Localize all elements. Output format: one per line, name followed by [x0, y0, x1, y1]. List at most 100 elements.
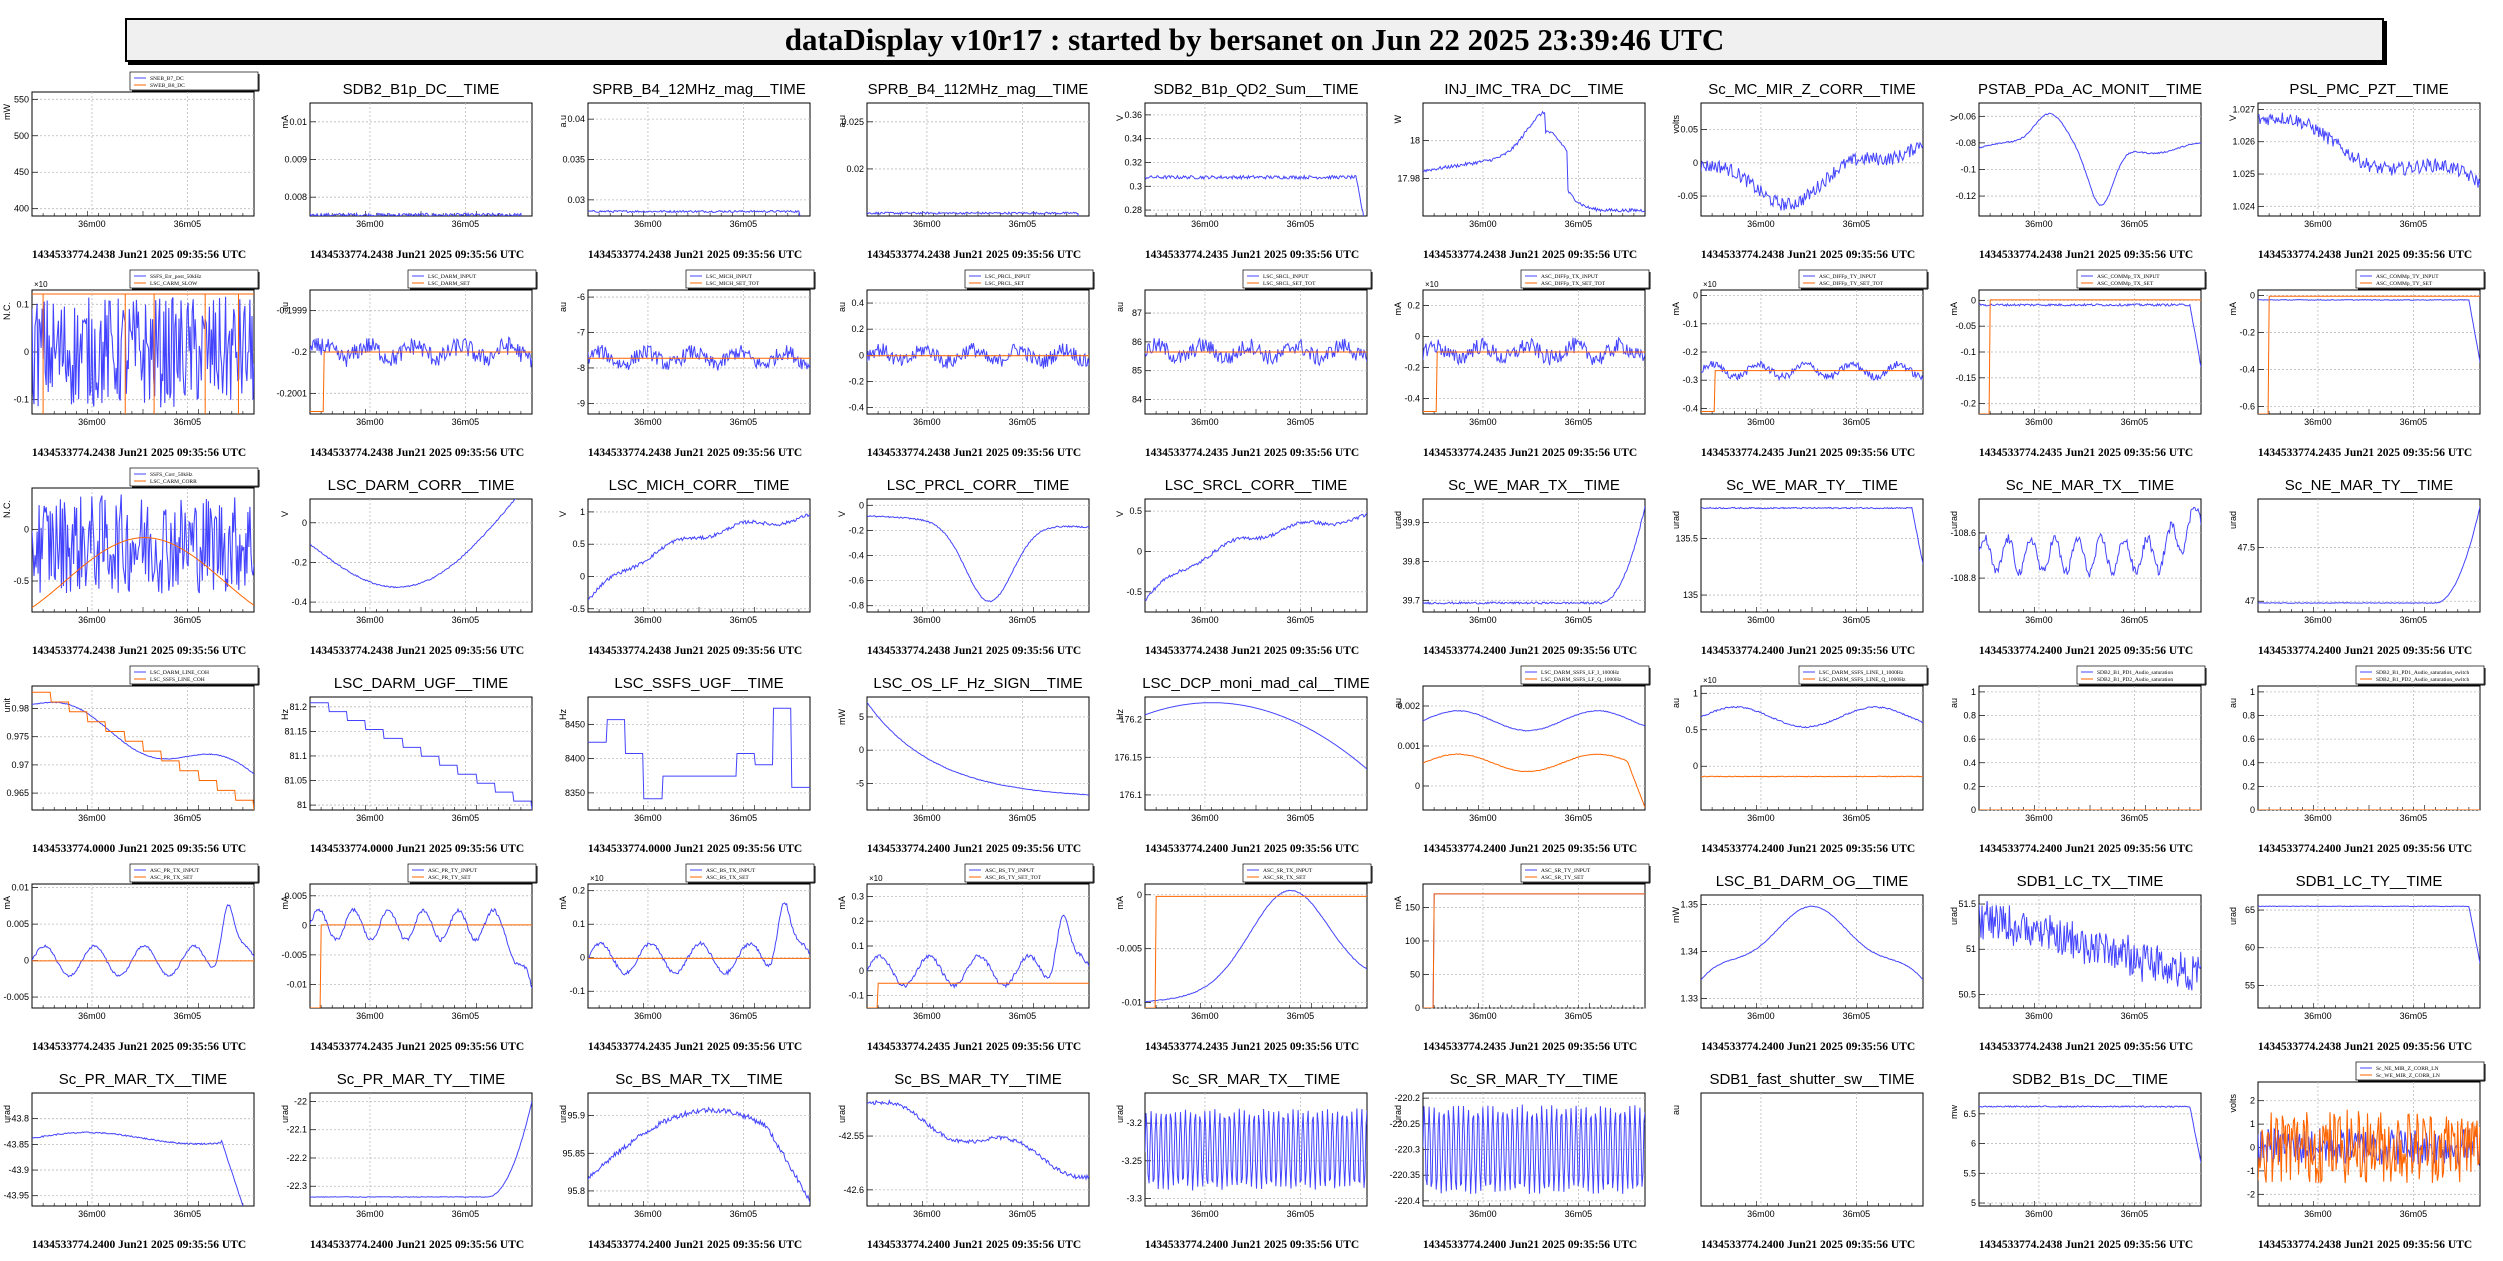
y-unit-label: urad [1393, 511, 1403, 529]
plot-panel[interactable]: Sc_SR_MAR_TX__TIME 36m00 36m05 -3.3 -3.25 -3.… [1113, 1060, 1391, 1258]
y-unit-label: urad [2, 1105, 12, 1123]
plot-panel[interactable]: Sc_NE_MAR_TX__TIME 36m00 36m05 -108.8 -108.6… [1947, 466, 2225, 664]
plot-panel[interactable]: LSC_B1_DARM_OG__TIME 36m00 36m05 1.33 1.34 1.… [1669, 862, 1947, 1060]
plot-panel[interactable]: 36m00 36m05 -0.1 0 0.1 0.2 ×10 mA ASC_BS_TX_INPU… [556, 862, 834, 1060]
series-line [32, 494, 254, 594]
plot-panel[interactable]: 36m00 36m05 0 0.001 0.002 au LSC_DARM_SSFS_LF_… [1391, 664, 1669, 862]
plot-timestamp: 1434533774.2435 Jun21 2025 09:35:56 UTC [310, 1041, 524, 1053]
plot-panel[interactable]: 36m00 36m05 400 450 500 550 mW SNEB_B7_DC SWEB_B… [0, 70, 278, 268]
y-tick-label: 1.33 [1680, 994, 1698, 1004]
x-tick-label: 36m00 [913, 1011, 941, 1021]
plot-panel[interactable]: 36m00 36m05 -0.5 0 N.C. SSFS_Corr_50kHz LSC_CA… [0, 466, 278, 664]
series-line [1979, 112, 2201, 207]
y-unit-label: urad [1115, 1105, 1125, 1123]
plot-panel[interactable]: 36m00 36m05 0 0.2 0.4 0.6 0.8 1 au SDB2_B1_PD1_Au… [1947, 664, 2225, 862]
plot-panel[interactable]: LSC_SSFS_UGF__TIME 36m00 36m05 8350 8400 8450… [556, 664, 834, 862]
page-title: dataDisplay v10r17 : started by bersanet… [125, 18, 2384, 62]
plot-panel[interactable]: LSC_DARM_UGF__TIME 36m00 36m05 81 81.05 81.1 8… [278, 664, 556, 862]
y-tick-label: -0.1 [1960, 164, 1976, 174]
plot-panel[interactable]: PSTAB_PDa_AC_MONIT__TIME 36m00 36m05 -0.12 -… [1947, 70, 2225, 268]
plot-panel[interactable]: Sc_NE_MAR_TY__TIME 36m00 36m05 47 47.5 urad 14… [2226, 466, 2503, 664]
series-line [1423, 506, 1645, 605]
legend-box [1520, 863, 1650, 883]
plot-panel[interactable]: 36m00 36m05 0 0.2 0.4 0.6 0.8 1 au SDB2_B1_PD1_Au… [2226, 664, 2503, 862]
x-tick-label: 36m00 [634, 615, 662, 625]
plot-panel[interactable]: PSL_PMC_PZT__TIME 36m00 36m05 1.024 1.025 1.0… [2226, 70, 2503, 268]
plot-title: SDB2_B1p_QD2_Sum__TIME [1153, 81, 1358, 98]
x-tick-label: 36m00 [1191, 1011, 1219, 1021]
plot-panel[interactable]: SDB1_LC_TY__TIME 36m00 36m05 55 60 65 urad 1434… [2226, 862, 2503, 1060]
plot-panel[interactable]: Sc_SR_MAR_TY__TIME 36m00 36m05 -220.4 -220.3… [1389, 1060, 1669, 1258]
plot-panel[interactable]: SDB2_B1p_QD2_Sum__TIME 36m00 36m05 0.28 0.3 0… [1113, 70, 1391, 268]
plot-panel[interactable]: 36m00 36m05 -0.1 0 0.1 0.2 0.3 ×10 mA ASC_BS_TY_I… [835, 862, 1113, 1060]
plot-panel[interactable]: SDB1_LC_TX__TIME 36m00 36m05 50.5 51 51.5 urad… [1947, 862, 2225, 1060]
plot-title: LSC_MICH_CORR__TIME [609, 477, 790, 494]
plot-panel[interactable]: 36m00 36m05 -0.2001 -0.2 -0.1999 au LSC_DARM_I… [276, 268, 556, 466]
plot-panel[interactable]: 36m00 36m05 -0.1 0 0.1 ×10 N.C. SSFS_Err_post_5… [0, 268, 278, 466]
plot-panel[interactable]: SDB2_B1s_DC__TIME 36m00 36m05 5 5.5 6 6.5 mw 143… [1947, 1060, 2225, 1258]
plot-panel[interactable]: LSC_MICH_CORR__TIME 36m00 36m05 -0.5 0 0.5 1 V 1… [556, 466, 834, 664]
plot-panel[interactable]: 36m00 36m05 0 0.5 1 ×10 au LSC_DARM_SSFS_LINE_I… [1669, 664, 1947, 862]
y-exponent-label: ×10 [1703, 676, 1717, 685]
x-tick-label: 36m05 [1009, 1011, 1037, 1021]
legend-entry: ASC_DIFFp_TX_SET_TOT [1541, 281, 1606, 287]
plot-panel[interactable]: 36m00 36m05 84 85 86 87 au LSC_SRCL_INPUT LSC_SR… [1113, 268, 1391, 466]
plot-panel[interactable]: Sc_PR_MAR_TY__TIME 36m00 36m05 -22.3 -22.2 -2… [278, 1060, 556, 1258]
y-tick-label: -0.1 [569, 986, 585, 996]
y-tick-label: -43.85 [3, 1139, 29, 1149]
plot-panel[interactable]: SPRB_B4_112MHz_mag__TIME 36m00 36m05 0.02 0.… [835, 70, 1113, 268]
y-unit-label: mA [837, 896, 847, 910]
plot-timestamp: 1434533774.2400 Jun21 2025 09:35:56 UTC [1423, 1239, 1637, 1251]
legend-entry: ASC_PR_TY_INPUT [428, 868, 478, 874]
plot-panel[interactable]: 36m00 36m05 -9 -8 -7 -6 au LSC_MICH_INPUT LSC_MI… [556, 268, 834, 466]
y-tick-label: -0.005 [3, 992, 29, 1002]
plot-panel[interactable]: Sc_BS_MAR_TY__TIME 36m00 36m05 -42.6 -42.55 u… [835, 1060, 1113, 1258]
plot-panel[interactable]: 36m00 36m05 -0.01 -0.005 0 mA ASC_SR_TX_INPUT A… [1113, 862, 1391, 1060]
plot-panel[interactable]: SDB2_B1p_DC__TIME 36m00 36m05 0.008 0.009 0.0… [278, 70, 556, 268]
plot-panel[interactable]: 36m00 36m05 -0.4 -0.3 -0.2 -0.1 0 ×10 mA ASC_DIFF… [1669, 268, 1947, 466]
x-tick-label: 36m05 [1287, 219, 1315, 229]
plot-panel[interactable]: 36m00 36m05 -0.005 0 0.005 0.01 mA ASC_PR_TX_IN… [0, 862, 278, 1060]
y-tick-label: -0.01 [286, 979, 307, 989]
series-line [1145, 889, 1367, 1003]
y-tick-label: 0.008 [284, 192, 307, 202]
plot-frame [1422, 102, 1646, 217]
y-tick-label: 176.15 [1114, 752, 1142, 762]
x-tick-label: 36m05 [1565, 1209, 1593, 1219]
plot-panel[interactable]: 36m00 36m05 -0.6 -0.4 -0.2 0 mA ASC_COMMp_TY_IN… [2226, 268, 2503, 466]
plot-panel[interactable]: SPRB_B4_12MHz_mag__TIME 36m00 36m05 0.03 0.0… [556, 70, 834, 268]
plot-panel[interactable]: 36m00 36m05 -2 -1 0 1 2 volts Sc_NE_MIR_Z_CORR_L… [2226, 1060, 2503, 1258]
y-tick-label: 0 [2250, 1143, 2255, 1153]
x-tick-label: 36m00 [2304, 615, 2332, 625]
plot-panel[interactable]: Sc_MC_MIR_Z_CORR__TIME 36m00 36m05 -0.05 0 0.… [1669, 70, 1947, 268]
plot-panel[interactable]: 36m00 36m05 -0.4 -0.2 0 0.2 0.4 au LSC_PRCL_INPU… [835, 268, 1113, 466]
plot-panel[interactable]: LSC_OS_LF_Hz_SIGN__TIME 36m00 36m05 -5 0 5 mW 1… [835, 664, 1113, 862]
plot-panel[interactable]: 36m00 36m05 0 50 100 150 mA ASC_SR_TY_INPUT ASC_… [1391, 862, 1669, 1060]
plot-panel[interactable]: Sc_PR_MAR_TX__TIME 36m00 36m05 -43.95 -43.9 -… [0, 1060, 278, 1258]
plot-panel[interactable]: LSC_SRCL_CORR__TIME 36m00 36m05 -0.5 0 0.5 V 14… [1113, 466, 1391, 664]
plot-panel[interactable]: Sc_BS_MAR_TX__TIME 36m00 36m05 95.8 95.85 95.… [556, 1060, 834, 1258]
y-unit-label: Hz [280, 709, 290, 720]
plot-panel[interactable]: 36m00 36m05 -0.2 -0.15 -0.1 -0.05 0 mA ASC_COMMp… [1947, 268, 2225, 466]
plot-panel[interactable]: 36m00 36m05 -0.4 -0.2 0 0.2 ×10 mA ASC_DIFFp_TX_… [1391, 268, 1669, 466]
plot-panel[interactable]: Sc_WE_MAR_TX__TIME 36m00 36m05 39.7 39.8 39.9… [1391, 466, 1669, 664]
plot-panel[interactable]: LSC_PRCL_CORR__TIME 36m00 36m05 -0.8 -0.6 -0.… [835, 466, 1113, 664]
y-tick-label: 0 [302, 518, 307, 528]
series-line [867, 982, 1089, 1008]
legend-box [685, 269, 815, 289]
plot-panel[interactable]: 36m00 36m05 -0.01 -0.005 0 0.005 mA ASC_PR_TY_I… [278, 862, 556, 1060]
plot-panel[interactable]: 36m00 36m05 0.965 0.97 0.975 0.98 unit LSC_DARM… [0, 664, 278, 862]
legend-entry: ASC_BS_TX_SET [706, 875, 749, 881]
y-tick-label: -0.2 [848, 525, 864, 535]
plot-panel[interactable]: LSC_DCP_moni_mad_cal__TIME 36m00 36m05 176.… [1113, 664, 1391, 862]
plot-panel[interactable]: LSC_DARM_CORR__TIME 36m00 36m05 -0.4 -0.2 0 V 1… [278, 466, 556, 664]
plot-frame [309, 498, 533, 613]
plot-panel[interactable]: SDB1_fast_shutter_sw__TIME 36m00 36m05 au 14… [1669, 1060, 1947, 1258]
plot-panel[interactable]: Sc_WE_MAR_TY__TIME 36m00 36m05 135 135.5 urad… [1669, 466, 1947, 664]
plot-svg: SDB2_B1s_DC__TIME 36m00 36m05 5 5.5 6 6.5 mw 143… [1949, 1071, 2202, 1251]
y-unit-label: mA [280, 115, 290, 129]
plot-panel[interactable]: INJ_IMC_TRA_DC__TIME 36m00 36m05 17.98 18 W 14… [1391, 70, 1669, 268]
x-tick-label: 36m00 [1747, 615, 1775, 625]
y-tick-label: 1.35 [1680, 899, 1698, 909]
